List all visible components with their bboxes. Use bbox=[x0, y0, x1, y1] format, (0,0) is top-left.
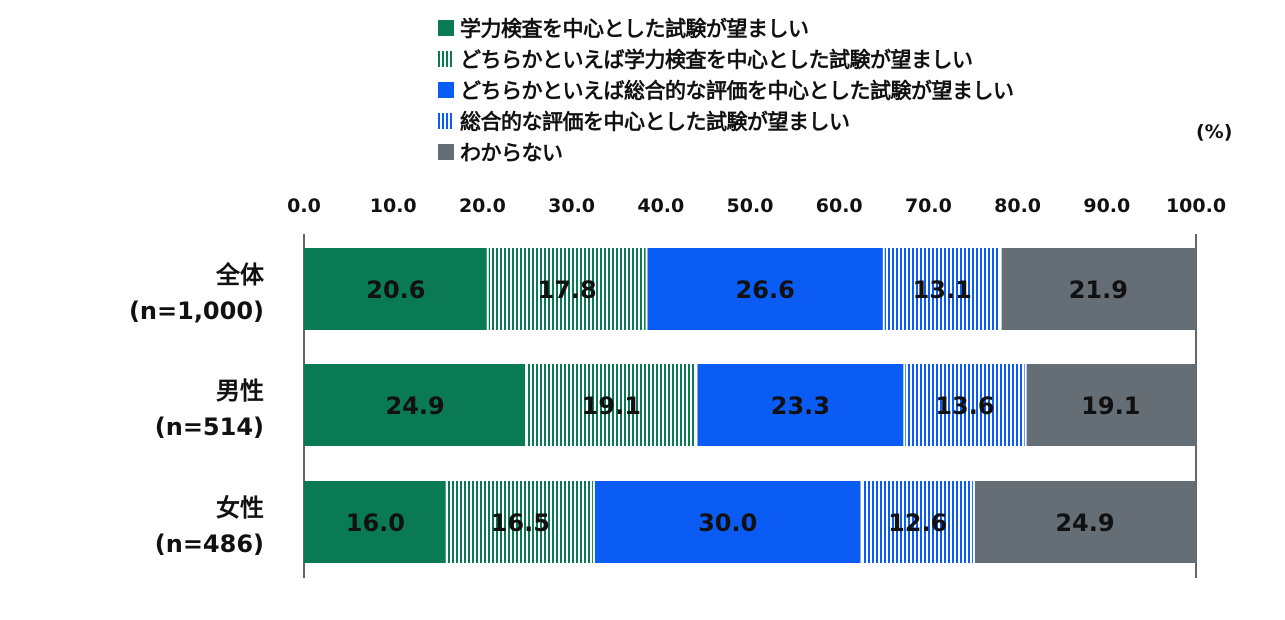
bar-value-label: 21.9 bbox=[1069, 276, 1128, 304]
category-sample-size: (n=486) bbox=[155, 530, 264, 558]
bar-value-label: 20.6 bbox=[366, 276, 425, 304]
unit-label: (%) bbox=[1196, 121, 1233, 143]
bar-value-label: 16.5 bbox=[491, 509, 550, 537]
bar-area: 20.6 17.8 26.6 13.1 21.9 24.9 19.1 23.3 13.6 19.1… bbox=[304, 248, 1196, 563]
bar-value-label: 13.6 bbox=[935, 392, 994, 420]
legend-label: 総合的な評価を中心とした試験が望ましい bbox=[460, 109, 850, 134]
x-tick-label: 0.0 bbox=[287, 195, 321, 217]
x-tick-label: 100.0 bbox=[1166, 195, 1226, 217]
bar-segment bbox=[1000, 248, 1196, 330]
category-labels: 全体 (n=1,000) 男性 (n=514) 女性 (n=486) bbox=[129, 261, 265, 558]
category-label: 女性 bbox=[216, 494, 264, 522]
bar-value-label: 23.3 bbox=[771, 392, 830, 420]
legend-swatch bbox=[438, 81, 454, 98]
bar-segment bbox=[446, 481, 594, 563]
chart-legend: 学力検査を中心とした試験が望ましいどちらかといえば学力検査を中心とした試験が望ま… bbox=[438, 12, 1014, 167]
x-tick-label: 60.0 bbox=[816, 195, 863, 217]
bar-value-label: 16.0 bbox=[346, 509, 405, 537]
x-tick-label: 50.0 bbox=[727, 195, 774, 217]
legend-label: 学力検査を中心とした試験が望ましい bbox=[460, 16, 809, 41]
legend-label: どちらかといえば学力検査を中心とした試験が望ましい bbox=[460, 47, 973, 72]
bar-segment bbox=[861, 481, 974, 563]
legend-label: どちらかといえば総合的な評価を中心とした試験が望ましい bbox=[460, 78, 1014, 103]
category-sample-size: (n=514) bbox=[155, 413, 264, 441]
bar-segment bbox=[593, 481, 862, 563]
legend-swatch bbox=[438, 143, 454, 160]
bar-value-label: 26.6 bbox=[736, 276, 795, 304]
bar-segment bbox=[646, 248, 884, 330]
legend-swatch bbox=[438, 19, 454, 36]
bar-segment bbox=[304, 364, 527, 446]
x-tick-label: 10.0 bbox=[370, 195, 417, 217]
x-tick-label: 30.0 bbox=[548, 195, 595, 217]
legend-item: どちらかといえば学力検査を中心とした試験が望ましい bbox=[438, 43, 1014, 74]
bar-value-label: 13.1 bbox=[913, 276, 972, 304]
legend-item: 総合的な評価を中心とした試験が望ましい bbox=[438, 105, 1014, 136]
bar-segment bbox=[487, 248, 647, 330]
bar-value-label: 30.0 bbox=[698, 509, 757, 537]
bar-value-label: 12.6 bbox=[888, 509, 947, 537]
x-tick-label: 20.0 bbox=[459, 195, 506, 217]
category-sample-size: (n=1,000) bbox=[129, 297, 264, 325]
bar-segment bbox=[304, 248, 488, 330]
legend-item: 学力検査を中心とした試験が望ましい bbox=[438, 12, 1014, 43]
bar-segment bbox=[304, 481, 447, 563]
bar-value-label: 24.9 bbox=[385, 392, 444, 420]
x-tick-label: 70.0 bbox=[905, 195, 952, 217]
bar-value-label: 19.1 bbox=[1081, 392, 1140, 420]
bar-segment bbox=[883, 248, 1001, 330]
bar-segment bbox=[526, 364, 697, 446]
bar-value-label: 17.8 bbox=[538, 276, 597, 304]
category-label: 男性 bbox=[216, 377, 264, 405]
bar-segment bbox=[904, 364, 1026, 446]
bar-segment bbox=[973, 481, 1196, 563]
x-tick-label: 80.0 bbox=[994, 195, 1041, 217]
legend-label: わからない bbox=[460, 140, 563, 165]
category-label: 全体 bbox=[215, 261, 265, 289]
legend-swatch bbox=[438, 50, 454, 67]
bar-value-label: 24.9 bbox=[1055, 509, 1114, 537]
legend-item: どちらかといえば総合的な評価を中心とした試験が望ましい bbox=[438, 74, 1014, 105]
bar-segment bbox=[1025, 364, 1196, 446]
legend-swatch bbox=[438, 112, 454, 129]
bar-value-label: 19.1 bbox=[582, 392, 641, 420]
x-tick-label: 90.0 bbox=[1083, 195, 1130, 217]
x-tick-label: 40.0 bbox=[637, 195, 684, 217]
bar-segment bbox=[696, 364, 905, 446]
legend-item: わからない bbox=[438, 136, 1014, 167]
